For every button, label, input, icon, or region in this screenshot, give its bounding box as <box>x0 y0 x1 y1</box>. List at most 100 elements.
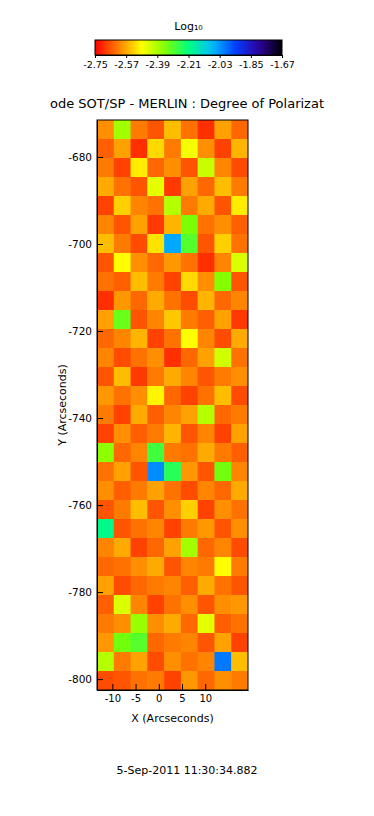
cell <box>147 291 164 311</box>
cell <box>131 557 148 577</box>
cell <box>131 367 148 387</box>
cell <box>198 234 215 254</box>
cell <box>114 215 131 235</box>
cell <box>147 177 164 197</box>
tick-label: -760 <box>68 499 92 511</box>
cell <box>181 443 198 463</box>
cell <box>181 652 198 672</box>
cell <box>147 500 164 520</box>
cell <box>97 386 114 406</box>
cell <box>131 291 148 311</box>
tick: -720 <box>68 325 103 337</box>
cell <box>231 329 248 349</box>
cell <box>198 196 215 216</box>
cell <box>164 500 181 520</box>
cell <box>114 633 131 653</box>
cell <box>97 671 114 690</box>
cell <box>147 386 164 406</box>
cell <box>181 215 198 235</box>
cell <box>114 443 131 463</box>
cell <box>97 348 114 368</box>
cell <box>231 595 248 615</box>
tick: 0 <box>156 684 162 704</box>
tick-mark <box>205 684 206 690</box>
cell <box>198 424 215 444</box>
cell <box>131 633 148 653</box>
colorbar-label: Log₁₀ <box>174 20 203 33</box>
tick-label: -800 <box>68 673 92 685</box>
cell <box>114 576 131 596</box>
tick-label: -680 <box>68 151 92 163</box>
cell <box>131 671 148 690</box>
cell <box>97 139 114 159</box>
cell <box>114 481 131 501</box>
tick-mark <box>182 684 183 690</box>
cell <box>131 348 148 368</box>
cell <box>131 424 148 444</box>
cell <box>147 272 164 292</box>
tick: -740 <box>68 412 103 424</box>
cell <box>114 405 131 425</box>
cell <box>114 614 131 634</box>
cell <box>97 158 114 178</box>
cell <box>114 519 131 539</box>
cell <box>147 253 164 273</box>
cell <box>97 310 114 330</box>
cell <box>231 215 248 235</box>
cell <box>164 348 181 368</box>
cell <box>147 310 164 330</box>
cell <box>231 310 248 330</box>
tick-mark <box>112 684 113 690</box>
cell <box>181 120 198 140</box>
cell <box>181 158 198 178</box>
cell <box>131 310 148 330</box>
tick-label: -5 <box>131 693 141 704</box>
cell <box>97 291 114 311</box>
cell <box>231 348 248 368</box>
cell <box>214 272 231 292</box>
tick-mark <box>126 55 127 58</box>
x-axis: -10-50510 <box>98 684 249 704</box>
cell <box>181 367 198 387</box>
tick-label: -2.75 <box>83 59 108 70</box>
tick-label: -780 <box>68 586 92 598</box>
tick: -1.85 <box>239 55 264 70</box>
cell <box>114 462 131 482</box>
cell <box>231 386 248 406</box>
cell <box>114 329 131 349</box>
cell <box>164 139 181 159</box>
cell <box>114 253 131 273</box>
tick: -680 <box>68 151 103 163</box>
cell <box>214 215 231 235</box>
cell <box>97 481 114 501</box>
cell <box>147 196 164 216</box>
cell <box>147 652 164 672</box>
x-axis-title: X (Arcseconds) <box>131 712 213 725</box>
tick-mark <box>97 244 103 245</box>
cell <box>131 272 148 292</box>
cell <box>97 329 114 349</box>
tick-label: -1.67 <box>270 59 295 70</box>
cell <box>214 614 231 634</box>
cell <box>164 443 181 463</box>
tick: -780 <box>68 586 103 598</box>
cell <box>164 329 181 349</box>
tick-mark <box>220 55 221 58</box>
cell <box>131 462 148 482</box>
tick-mark <box>97 679 103 680</box>
cell <box>214 139 231 159</box>
tick-label: -2.03 <box>208 59 233 70</box>
cell <box>131 614 148 634</box>
cell <box>181 291 198 311</box>
cell <box>214 120 231 140</box>
cell <box>147 671 164 690</box>
cell <box>214 595 231 615</box>
cell <box>131 215 148 235</box>
tick-mark <box>95 55 96 58</box>
cell <box>97 272 114 292</box>
cell <box>231 576 248 596</box>
cell <box>97 500 114 520</box>
cell <box>214 234 231 254</box>
cell <box>97 120 114 140</box>
cell <box>181 253 198 273</box>
